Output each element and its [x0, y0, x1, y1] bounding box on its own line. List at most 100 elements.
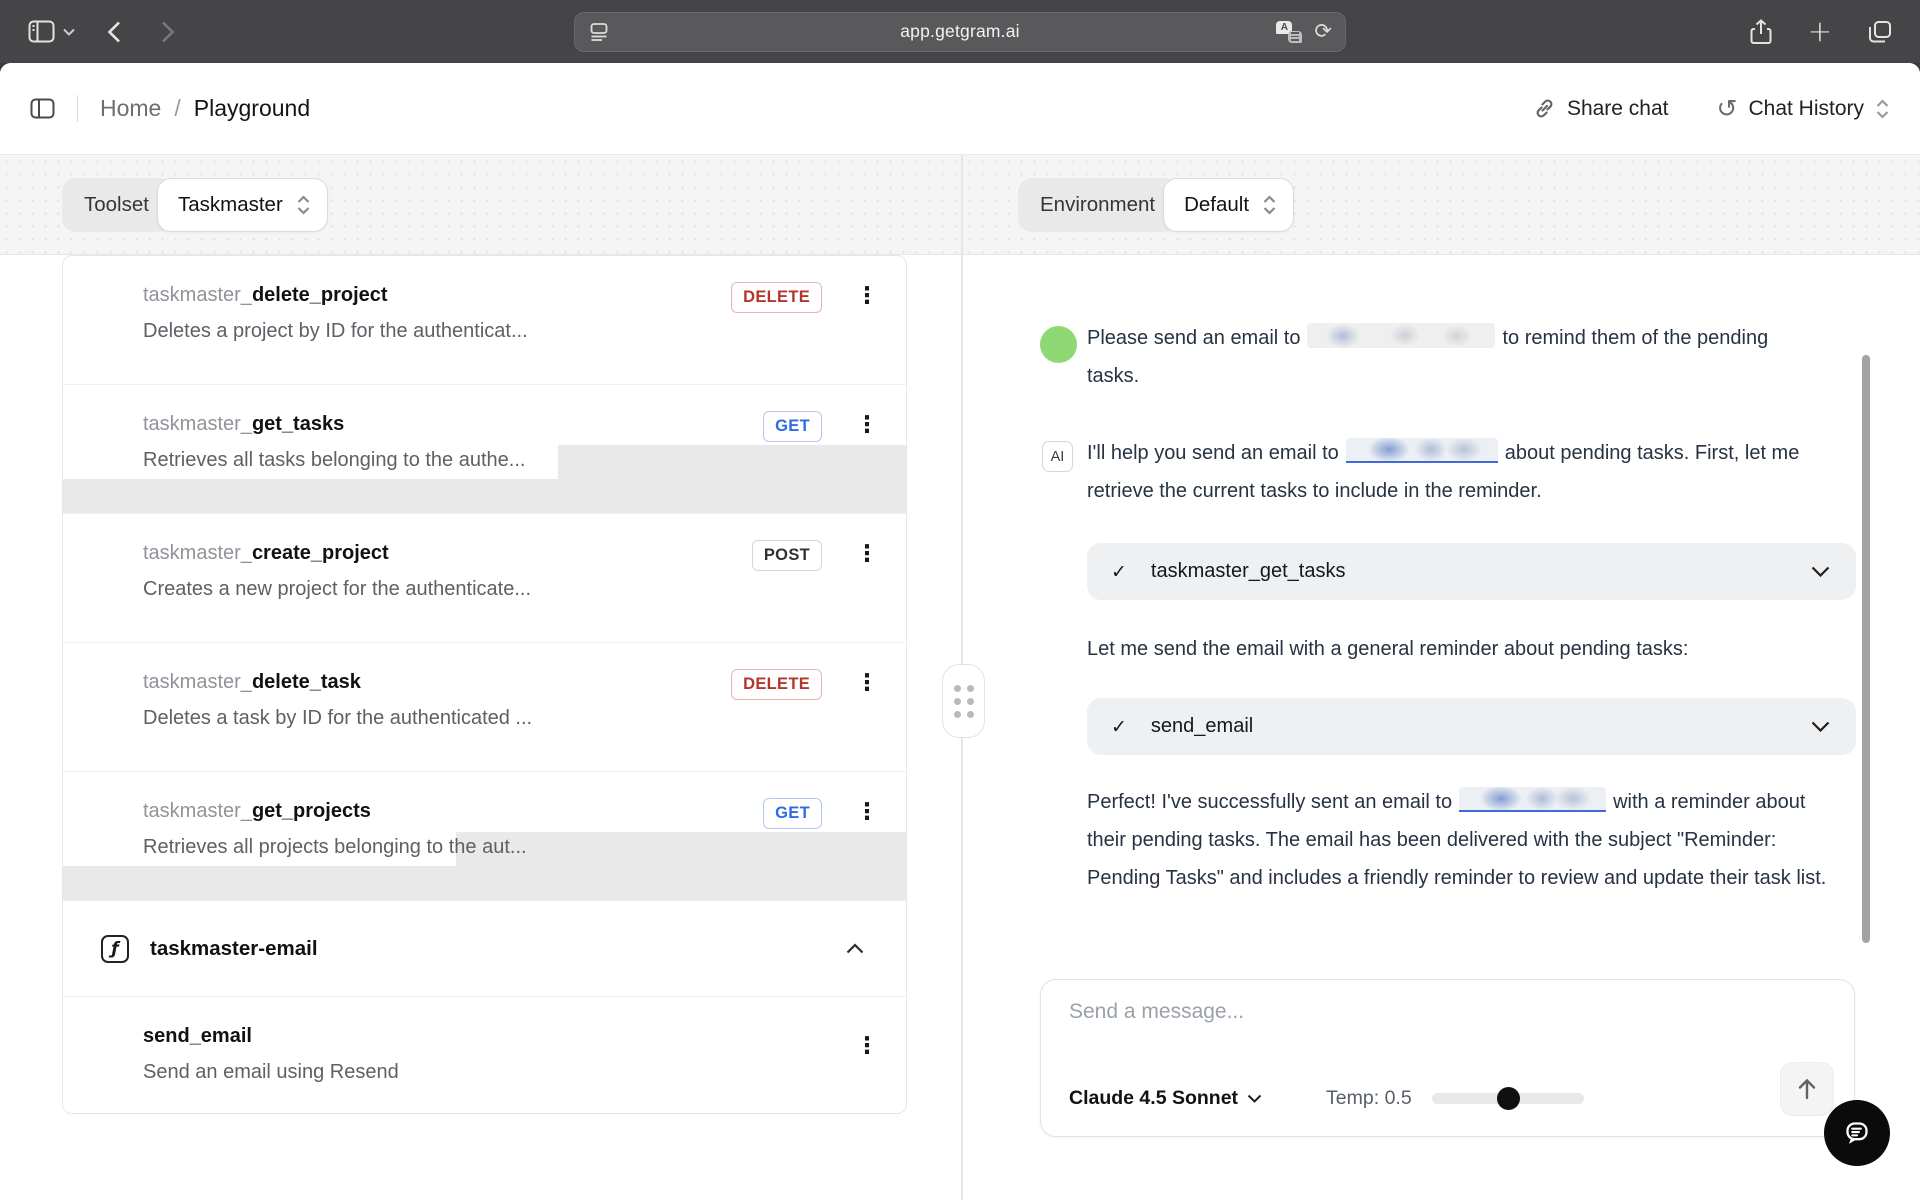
- tool-call-label: send_email: [1150, 715, 1254, 737]
- tool-row[interactable]: taskmaster_get_tasks Retrieves all tasks…: [63, 385, 906, 514]
- tool-name: delete_task: [251, 671, 361, 693]
- share-icon[interactable]: [1750, 18, 1772, 45]
- redacted-email-link[interactable]: [1345, 438, 1498, 463]
- translate-icon[interactable]: A: [1276, 20, 1303, 43]
- tool-call-label: taskmaster_get_tasks: [1150, 560, 1346, 582]
- window-sidebar-icon[interactable]: [28, 20, 55, 43]
- temperature-slider[interactable]: [1431, 1087, 1584, 1110]
- chevron-down-icon[interactable]: [1811, 566, 1830, 577]
- tool-row[interactable]: taskmaster_delete_project Deletes a proj…: [63, 256, 906, 385]
- address-bar[interactable]: app.getgram.ai A ⟳: [574, 11, 1346, 52]
- tool-row[interactable]: taskmaster_delete_task Deletes a task by…: [63, 643, 906, 772]
- environment-strip: Environment Default: [963, 155, 1920, 255]
- link-icon: [1536, 99, 1553, 118]
- toolset-panel: Toolset Taskmaster taskmaster_delete_pro…: [0, 155, 963, 1200]
- panel-toggle-icon[interactable]: [30, 98, 55, 119]
- selection-highlight: [63, 479, 906, 513]
- chevrons-updown-icon: [1263, 194, 1276, 215]
- method-badge: POST: [751, 540, 822, 571]
- panel-resize-handle[interactable]: [942, 664, 985, 738]
- environment-selector[interactable]: Environment Default: [1018, 177, 1295, 232]
- method-badge: DELETE: [731, 282, 822, 313]
- assistant-message: I'll help you send an email to about pend…: [1087, 434, 1845, 510]
- forward-icon[interactable]: [161, 21, 175, 43]
- tool-name: get_projects: [251, 800, 371, 822]
- chat-bubble-icon: [1846, 1122, 1868, 1144]
- url-text: app.getgram.ai: [900, 21, 1020, 41]
- selection-highlight: [558, 445, 906, 479]
- page-title: Playground: [193, 95, 311, 121]
- tool-name: create_project: [251, 542, 389, 564]
- selection-highlight: [63, 866, 906, 900]
- check-icon: ✓: [1111, 560, 1127, 583]
- redacted-email-link[interactable]: [1459, 787, 1607, 812]
- more-options-icon[interactable]: ⋮: [855, 412, 879, 438]
- tool-row[interactable]: taskmaster_get_projects Retrieves all pr…: [63, 772, 906, 901]
- tool-description: Deletes a task by ID for the authenticat…: [143, 707, 533, 729]
- chevron-down-icon[interactable]: [1811, 721, 1830, 732]
- tool-list: taskmaster_delete_project Deletes a proj…: [62, 255, 907, 1114]
- toolset-label: Toolset: [62, 177, 173, 232]
- chevrons-updown-icon: [1876, 98, 1889, 119]
- arrow-up-icon: [1798, 1078, 1816, 1100]
- share-chat-button[interactable]: Share chat: [1533, 97, 1669, 121]
- more-options-icon[interactable]: ⋮: [855, 670, 879, 696]
- tool-prefix: taskmaster_: [143, 671, 252, 693]
- tabs-icon[interactable]: [1868, 20, 1892, 44]
- tool-description: Retrieves all tasks belonging to the aut…: [143, 449, 526, 471]
- method-badge: GET: [763, 798, 822, 829]
- method-badge: DELETE: [731, 669, 822, 700]
- user-avatar: [1040, 326, 1077, 363]
- tool-row[interactable]: taskmaster_create_project Creates a new …: [63, 514, 906, 643]
- more-options-icon[interactable]: ⋮: [855, 1033, 879, 1059]
- history-icon: ↺: [1716, 94, 1738, 123]
- tool-description: Send an email using Resend: [143, 1061, 399, 1083]
- slider-thumb[interactable]: [1496, 1087, 1520, 1110]
- browser-chrome: app.getgram.ai A ⟳ +: [0, 0, 1920, 63]
- message-composer: Claude 4.5 Sonnet Temp: 0.5: [1040, 979, 1855, 1137]
- chevron-down-icon[interactable]: [1247, 1094, 1262, 1103]
- reload-icon[interactable]: ⟳: [1314, 19, 1332, 43]
- temperature-label: Temp: 0.5: [1326, 1087, 1412, 1109]
- chat-panel: Environment Default Please send an email…: [963, 155, 1920, 1200]
- more-options-icon[interactable]: ⋮: [855, 799, 879, 825]
- tool-group-header[interactable]: ƒ taskmaster-email: [63, 901, 906, 997]
- tool-row[interactable]: send_email Send an email using Resend ⋮: [63, 997, 906, 1113]
- tool-call-send-email[interactable]: ✓ send_email: [1087, 698, 1856, 755]
- tool-name: send_email: [143, 1025, 252, 1047]
- send-button[interactable]: [1780, 1062, 1834, 1116]
- back-icon[interactable]: [107, 21, 121, 43]
- more-options-icon[interactable]: ⋮: [855, 541, 879, 567]
- tool-prefix: taskmaster_: [143, 413, 252, 435]
- breadcrumb-separator: /: [174, 95, 181, 121]
- check-icon: ✓: [1111, 715, 1127, 738]
- more-options-icon[interactable]: ⋮: [855, 283, 879, 309]
- chat-thread: Please send an email to to remind them of…: [963, 255, 1920, 1200]
- toolset-strip: Toolset Taskmaster: [0, 155, 961, 255]
- breadcrumb-home[interactable]: Home: [100, 95, 162, 121]
- chevron-down-icon[interactable]: [63, 28, 75, 36]
- tool-name: delete_project: [251, 284, 388, 306]
- tool-name: get_tasks: [251, 413, 345, 435]
- new-tab-icon[interactable]: +: [1807, 14, 1832, 48]
- model-selector[interactable]: Claude 4.5 Sonnet: [1069, 1087, 1239, 1109]
- chat-scrollbar[interactable]: [1862, 355, 1870, 943]
- toolset-selector[interactable]: Toolset Taskmaster: [62, 177, 328, 232]
- chevrons-updown-icon: [297, 194, 310, 215]
- feedback-chat-button[interactable]: [1824, 1100, 1890, 1166]
- selection-highlight: [456, 832, 906, 866]
- tool-prefix: taskmaster_: [143, 284, 252, 306]
- user-message: Please send an email to to remind them of…: [1087, 319, 1815, 395]
- tool-call-get-tasks[interactable]: ✓ taskmaster_get_tasks: [1087, 543, 1856, 600]
- tool-prefix: taskmaster_: [143, 542, 252, 564]
- toolset-value: Taskmaster: [177, 192, 283, 216]
- chevron-up-icon[interactable]: [846, 943, 864, 954]
- reader-icon[interactable]: [588, 22, 610, 42]
- chat-history-button[interactable]: ↺ Chat History: [1717, 96, 1890, 121]
- app-window: Home / Playground Share chat ↺ Chat Hist…: [0, 63, 1920, 1200]
- grip-dots-icon: [953, 684, 974, 718]
- method-badge: GET: [763, 411, 822, 442]
- message-input[interactable]: [1069, 1000, 1744, 1024]
- tool-description: Creates a new project for the authentica…: [143, 578, 531, 600]
- assistant-message: Perfect! I've successfully sent an email…: [1087, 783, 1835, 897]
